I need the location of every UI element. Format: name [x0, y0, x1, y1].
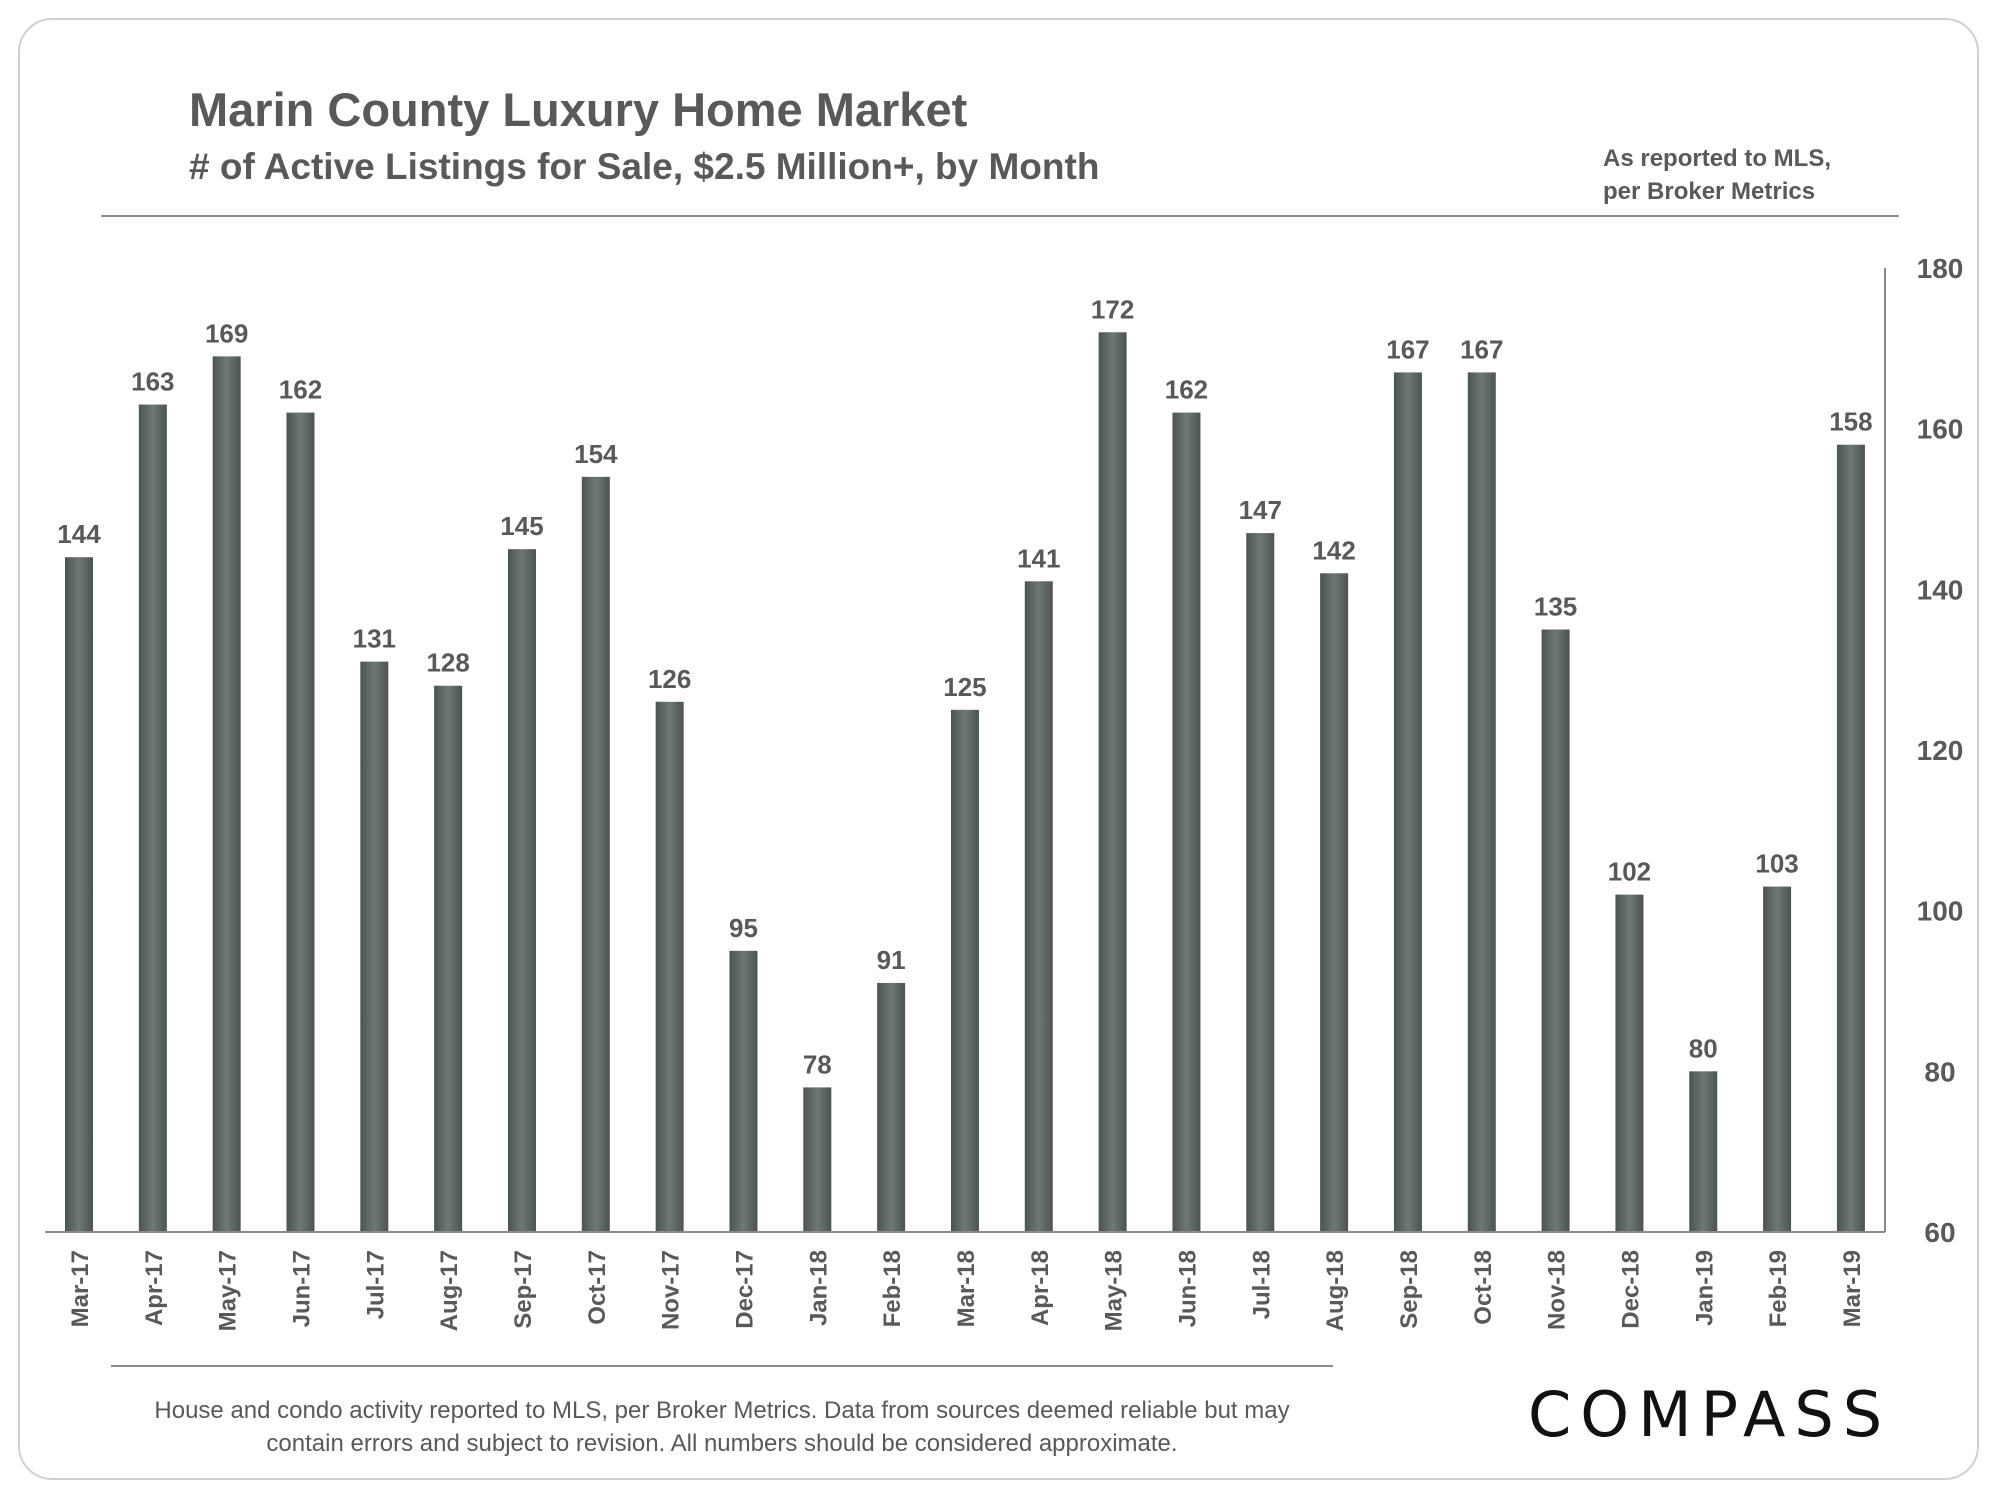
y-tick-label: 140: [1917, 574, 1964, 605]
bar: [1393, 372, 1422, 1232]
x-tick-label: Jun-17: [288, 1250, 315, 1327]
bar: [1763, 886, 1792, 1232]
y-tick-label: 180: [1917, 253, 1964, 284]
x-tick-label: May-18: [1101, 1250, 1128, 1331]
x-tick-label: Jul-17: [362, 1250, 389, 1319]
bar: [950, 709, 979, 1232]
y-tick-label: 100: [1917, 896, 1964, 927]
footer-line1: House and condo activity reported to MLS…: [154, 1397, 1290, 1424]
footer-divider: [111, 1365, 1333, 1367]
data-label: 128: [426, 648, 469, 678]
data-label: 91: [877, 945, 906, 975]
y-tick-label: 60: [1924, 1217, 1955, 1248]
x-tick-label: Jul-18: [1248, 1250, 1275, 1319]
data-label: 125: [943, 672, 986, 702]
x-tick-label: Dec-17: [731, 1250, 758, 1329]
bar: [1320, 573, 1349, 1232]
data-label: 78: [803, 1049, 832, 1079]
bar: [1172, 412, 1201, 1233]
data-label: 95: [729, 913, 758, 943]
bar: [581, 476, 610, 1232]
footer-disclaimer: House and condo activity reported to MLS…: [111, 1394, 1333, 1460]
bar: [286, 412, 315, 1233]
compass-logo: COMPASS: [1528, 1378, 1892, 1451]
bar: [1246, 533, 1275, 1232]
data-label: 80: [1689, 1033, 1718, 1063]
x-tick-label: May-17: [215, 1250, 242, 1331]
data-label: 141: [1017, 543, 1060, 573]
data-label: 158: [1829, 407, 1872, 437]
bar: [434, 685, 463, 1232]
data-label: 167: [1460, 334, 1503, 364]
data-label: 135: [1534, 592, 1577, 622]
data-label: 142: [1312, 535, 1355, 565]
source-note-line2: per Broker Metrics: [1603, 178, 1816, 205]
x-tick-label: Apr-17: [141, 1250, 168, 1326]
source-note: As reported to MLS, per Broker Metrics: [1603, 142, 1831, 208]
data-label: 172: [1091, 294, 1134, 324]
data-label: 126: [648, 664, 691, 694]
bar: [138, 404, 167, 1233]
x-tick-label: Mar-17: [67, 1250, 94, 1327]
data-label: 102: [1608, 857, 1651, 887]
bar: [655, 701, 684, 1232]
x-tick-label: Apr-18: [1027, 1250, 1054, 1326]
bar: [1689, 1071, 1718, 1232]
data-label: 145: [500, 511, 543, 541]
data-label: 162: [1165, 375, 1208, 405]
chart-title: Marin County Luxury Home Market: [189, 83, 968, 136]
x-tick-label: Nov-17: [658, 1250, 685, 1330]
chart-card: [18, 18, 1979, 1480]
bar: [1024, 581, 1053, 1232]
y-tick-label: 80: [1924, 1056, 1955, 1087]
data-label: 144: [57, 519, 101, 549]
bar: [877, 982, 906, 1232]
y-tick-label: 120: [1917, 735, 1964, 766]
bar: [65, 557, 93, 1232]
x-tick-label: Mar-19: [1839, 1250, 1866, 1327]
x-tick-label: Oct-18: [1470, 1250, 1497, 1325]
x-tick-label: Sep-18: [1396, 1250, 1423, 1329]
x-tick-label: Nov-18: [1544, 1250, 1571, 1330]
bar: [360, 661, 389, 1232]
bar: [1098, 332, 1127, 1232]
x-tick-label: Jan-18: [805, 1250, 832, 1326]
y-tick-label: 160: [1917, 414, 1964, 445]
data-label: 131: [353, 624, 396, 654]
data-label: 103: [1755, 849, 1798, 879]
data-label: 163: [131, 367, 174, 397]
x-tick-label: Aug-17: [436, 1250, 463, 1331]
data-label: 169: [205, 318, 248, 348]
bar: [1615, 894, 1644, 1232]
x-tick-label: Mar-18: [953, 1250, 980, 1327]
data-label: 167: [1386, 334, 1429, 364]
bar: [1467, 372, 1496, 1232]
bar: [803, 1087, 832, 1232]
x-tick-label: Aug-18: [1322, 1250, 1349, 1331]
bar: [212, 356, 241, 1232]
x-tick-label: Jan-19: [1691, 1250, 1718, 1326]
x-tick-label: Feb-19: [1765, 1250, 1792, 1327]
data-label: 162: [279, 375, 322, 405]
x-tick-label: Dec-18: [1617, 1250, 1644, 1329]
x-tick-label: Jun-18: [1174, 1250, 1201, 1327]
x-tick-label: Feb-18: [879, 1250, 906, 1327]
bar: [507, 549, 536, 1232]
header-divider: [101, 215, 1899, 217]
bar: [729, 950, 758, 1232]
footer-line2: contain errors and subject to revision. …: [266, 1430, 1178, 1457]
bar: [1541, 629, 1570, 1232]
x-tick-label: Sep-17: [510, 1250, 537, 1329]
source-note-line1: As reported to MLS,: [1603, 145, 1832, 172]
data-label: 147: [1239, 495, 1282, 525]
bar: [1836, 444, 1865, 1232]
x-tick-label: Oct-17: [584, 1250, 611, 1325]
data-label: 154: [574, 439, 618, 469]
chart-subtitle: # of Active Listings for Sale, $2.5 Mill…: [189, 146, 1100, 187]
